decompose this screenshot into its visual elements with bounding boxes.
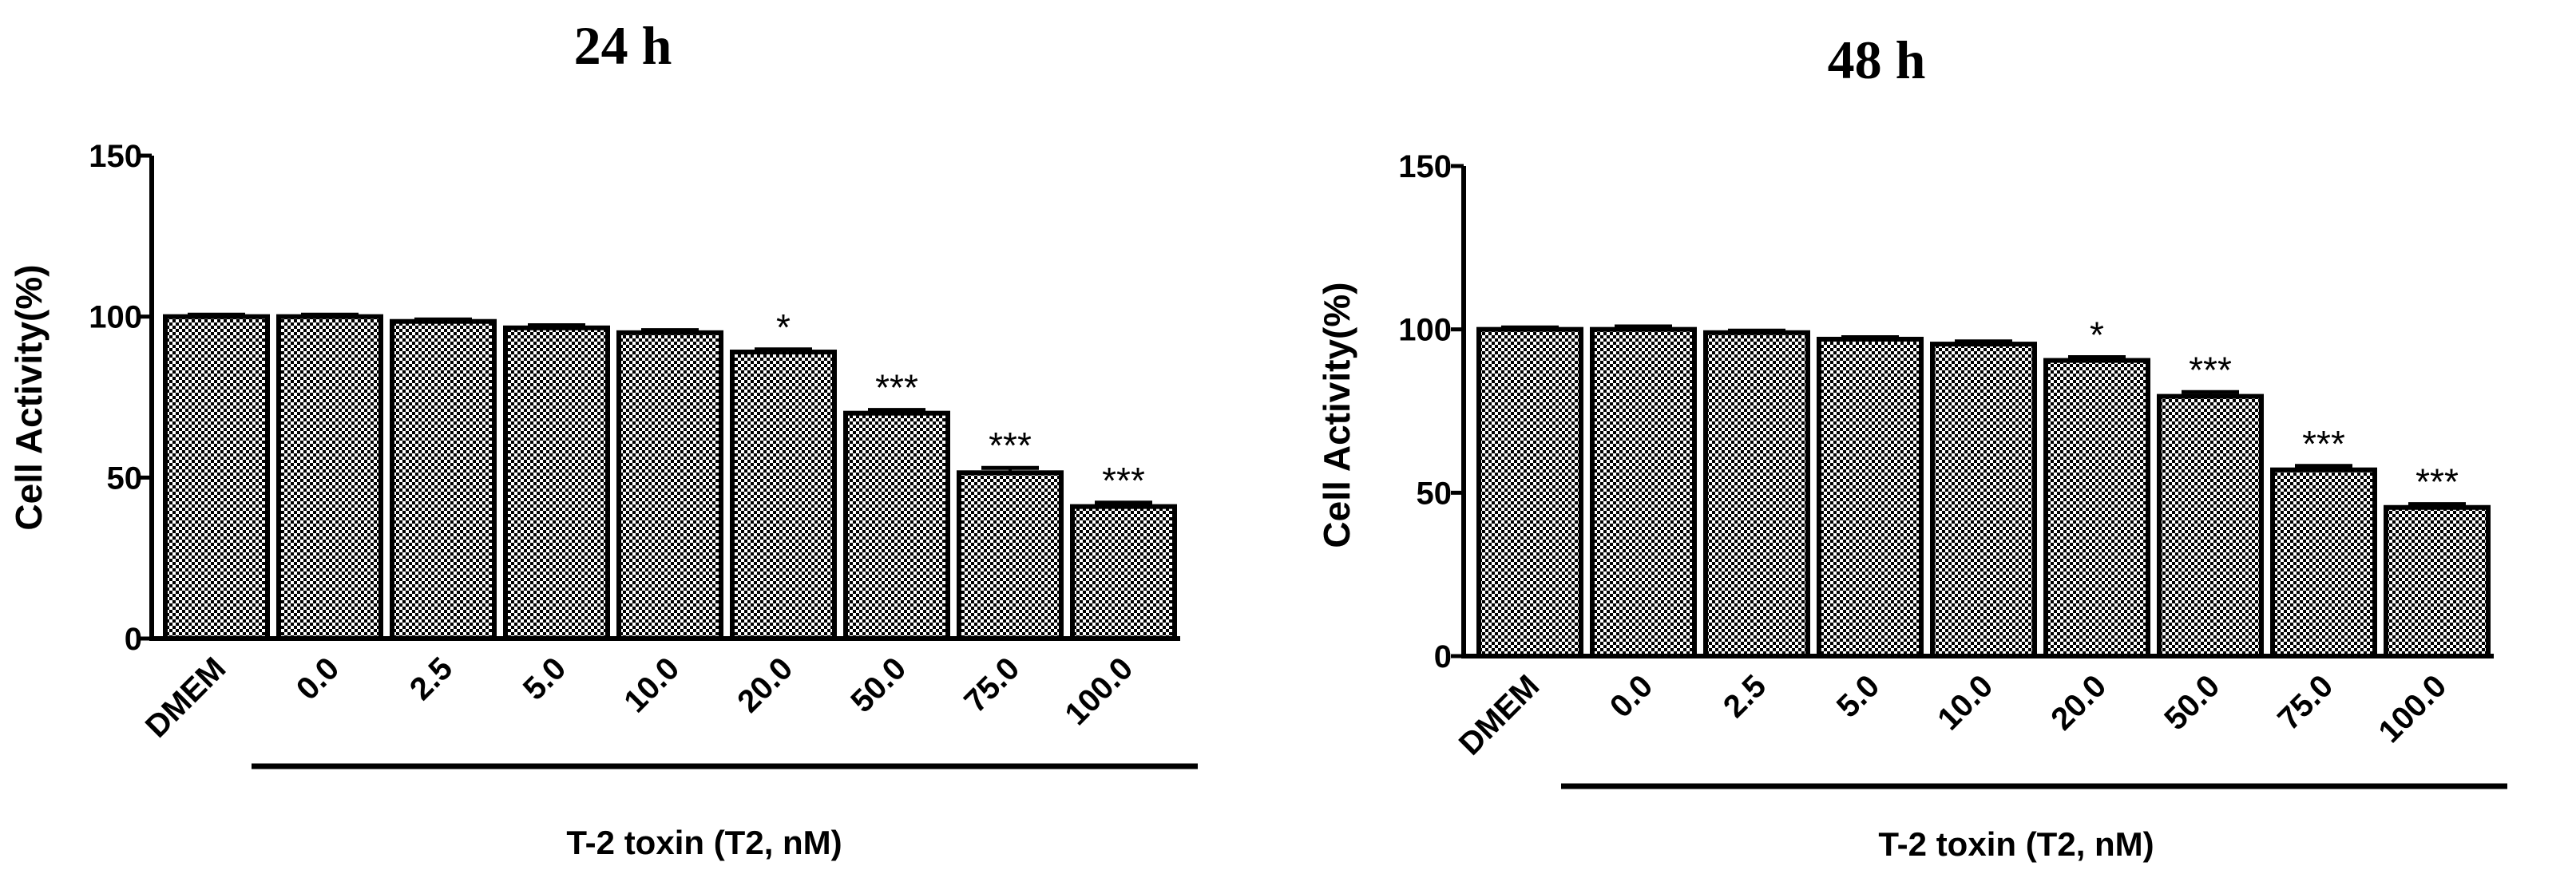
x-tick-label: 0.0 (1603, 668, 1659, 724)
bar-5.0 (1817, 336, 1924, 658)
plot-area: 0 50 100 150 DMEM 0.0 2.5 5.0 10.0 * 20.0 *** 50.0 **… (89, 139, 1198, 769)
significance-marker: *** (1102, 460, 1145, 501)
y-tick-label: 0 (125, 622, 142, 657)
significance-marker: * (2090, 314, 2104, 355)
x-tick-label: 10.0 (1931, 668, 1999, 737)
significance-marker: *** (2189, 349, 2232, 390)
bar-100.0 (2384, 504, 2491, 659)
x-tick-label: 50.0 (844, 651, 913, 719)
y-axis-label: Cell Activity(%) (1316, 282, 1357, 548)
bar-2.5 (390, 318, 497, 641)
x-tick-label: 5.0 (517, 651, 573, 706)
significance-marker: *** (2302, 423, 2345, 465)
x-tick-label: DMEM (139, 651, 233, 745)
x-tick-label: 75.0 (2271, 668, 2340, 737)
bar-100.0 (1070, 504, 1177, 642)
y-tick-label: 100 (89, 300, 142, 335)
chart-panel-48h: 48 h Cell Activity(%) T-2 toxin (T2, nM)… (1316, 30, 2507, 863)
y-tick-label: 150 (89, 139, 142, 174)
x-tick-label: 100.0 (1058, 651, 1139, 732)
x-tick-label: 2.5 (1717, 668, 1773, 724)
x-tick-label: 50.0 (2158, 668, 2226, 737)
x-tick-label: 0.0 (290, 651, 346, 706)
x-tick-label: 20.0 (731, 651, 799, 719)
plot-area: 0 50 100 150 DMEM 0.0 2.5 5.0 10.0 * 20.0 *** 50.0 **… (1398, 149, 2507, 789)
x-tick-label: 75.0 (957, 651, 1026, 719)
x-axis-label: T-2 toxin (T2, nM) (1878, 825, 2154, 863)
chart-panel-24h: 24 h Cell Activity(%) T-2 toxin (T2, nM)… (8, 15, 1198, 861)
bar-50.0 (2157, 393, 2264, 658)
y-tick-label: 150 (1398, 149, 1452, 184)
x-tick-label: 100.0 (2372, 668, 2453, 749)
bar-50.0 (843, 410, 950, 642)
y-tick-label: 0 (1434, 639, 1452, 674)
y-tick-label: 50 (107, 461, 143, 496)
bar-0.0 (1590, 326, 1697, 658)
x-tick-label: 5.0 (1830, 668, 1886, 724)
y-tick-label: 50 (1417, 476, 1452, 511)
bar-20.0 (730, 350, 837, 641)
x-tick-label: DMEM (1452, 668, 1547, 762)
significance-marker: *** (2415, 461, 2459, 503)
x-tick-label: 2.5 (403, 651, 459, 706)
bar-0.0 (276, 314, 383, 641)
bar-10.0 (616, 330, 723, 641)
chart-title: 24 h (574, 15, 672, 76)
significance-marker: *** (989, 425, 1032, 466)
bar-DMEM (163, 314, 270, 641)
x-tick-label: 20.0 (2044, 668, 2113, 737)
bar-5.0 (503, 325, 610, 641)
chart-title: 48 h (1828, 30, 1926, 90)
x-tick-label: 10.0 (617, 651, 686, 719)
y-tick-label: 100 (1398, 313, 1452, 348)
bar-10.0 (1930, 342, 2037, 658)
y-axis-label: Cell Activity(%) (8, 264, 50, 530)
significance-marker: *** (875, 367, 918, 409)
x-axis-label: T-2 toxin (T2, nM) (566, 824, 842, 861)
bar-2.5 (1703, 330, 1810, 658)
bar-75.0 (2270, 467, 2377, 658)
bar-DMEM (1476, 326, 1583, 658)
bar-75.0 (957, 470, 1064, 641)
significance-marker: * (776, 306, 791, 348)
bar-20.0 (2043, 358, 2150, 658)
